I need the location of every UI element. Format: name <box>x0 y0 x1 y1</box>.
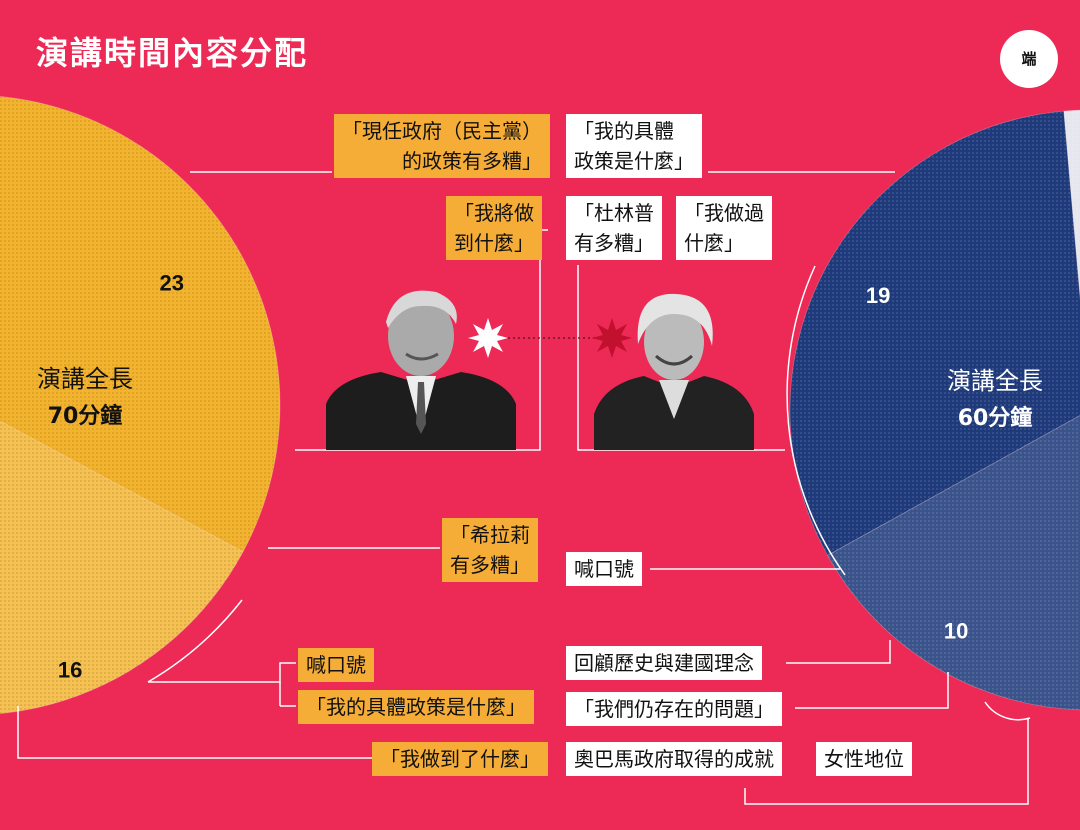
trump-total-label: 演講全長 <box>37 365 133 393</box>
clinton-total: 演講全長 60分鐘 <box>920 362 1070 438</box>
connector-lines <box>17 171 1031 805</box>
clinton-value-label-0: 19 <box>866 283 890 308</box>
clinton-label-have-done: 「我做過 什麼」 <box>676 196 772 260</box>
clinton-label-history: 回顧歷史與建國理念 <box>566 646 762 680</box>
burst-icon-right <box>592 318 632 358</box>
clinton-label-women: 女性地位 <box>816 742 912 776</box>
trump-total: 演講全長 70分鐘 <box>10 360 160 436</box>
clinton-label-my-policies: 「我的具體 政策是什麼」 <box>566 114 702 178</box>
trump-value-label-1: 16 <box>58 658 82 683</box>
burst-icon-left <box>468 318 508 358</box>
trump-label-current-govt: 「現任政府（民主黨） 的政策有多糟」 <box>334 114 550 178</box>
clinton-photo <box>594 293 754 450</box>
clinton-total-value: 60分鐘 <box>957 406 1033 431</box>
clinton-value-label-1: 10 <box>944 619 968 644</box>
clinton-label-trump-bad: 「杜林普 有多糟」 <box>566 196 662 260</box>
clinton-total-label: 演講全長 <box>947 367 1043 395</box>
trump-label-hillary-bad: 「希拉莉 有多糟」 <box>442 518 538 582</box>
trump-photo <box>326 290 516 450</box>
clinton-label-obama: 奧巴馬政府取得的成就 <box>566 742 782 776</box>
page-title: 演講時間內容分配 <box>36 34 309 72</box>
clinton-label-problems: 「我們仍存在的問題」 <box>566 692 782 726</box>
trump-label-done: 「我做到了什麼」 <box>372 742 548 776</box>
trump-total-value: 70分鐘 <box>47 404 123 429</box>
brand-logo: 端 <box>1000 30 1058 88</box>
trump-label-my-policies: 「我的具體政策是什麼」 <box>298 690 534 724</box>
trump-label-will-do: 「我將做 到什麼」 <box>446 196 542 260</box>
clinton-label-slogans: 喊口號 <box>566 552 642 586</box>
trump-value-label-0: 23 <box>159 270 183 295</box>
trump-label-slogans: 喊口號 <box>298 648 374 682</box>
